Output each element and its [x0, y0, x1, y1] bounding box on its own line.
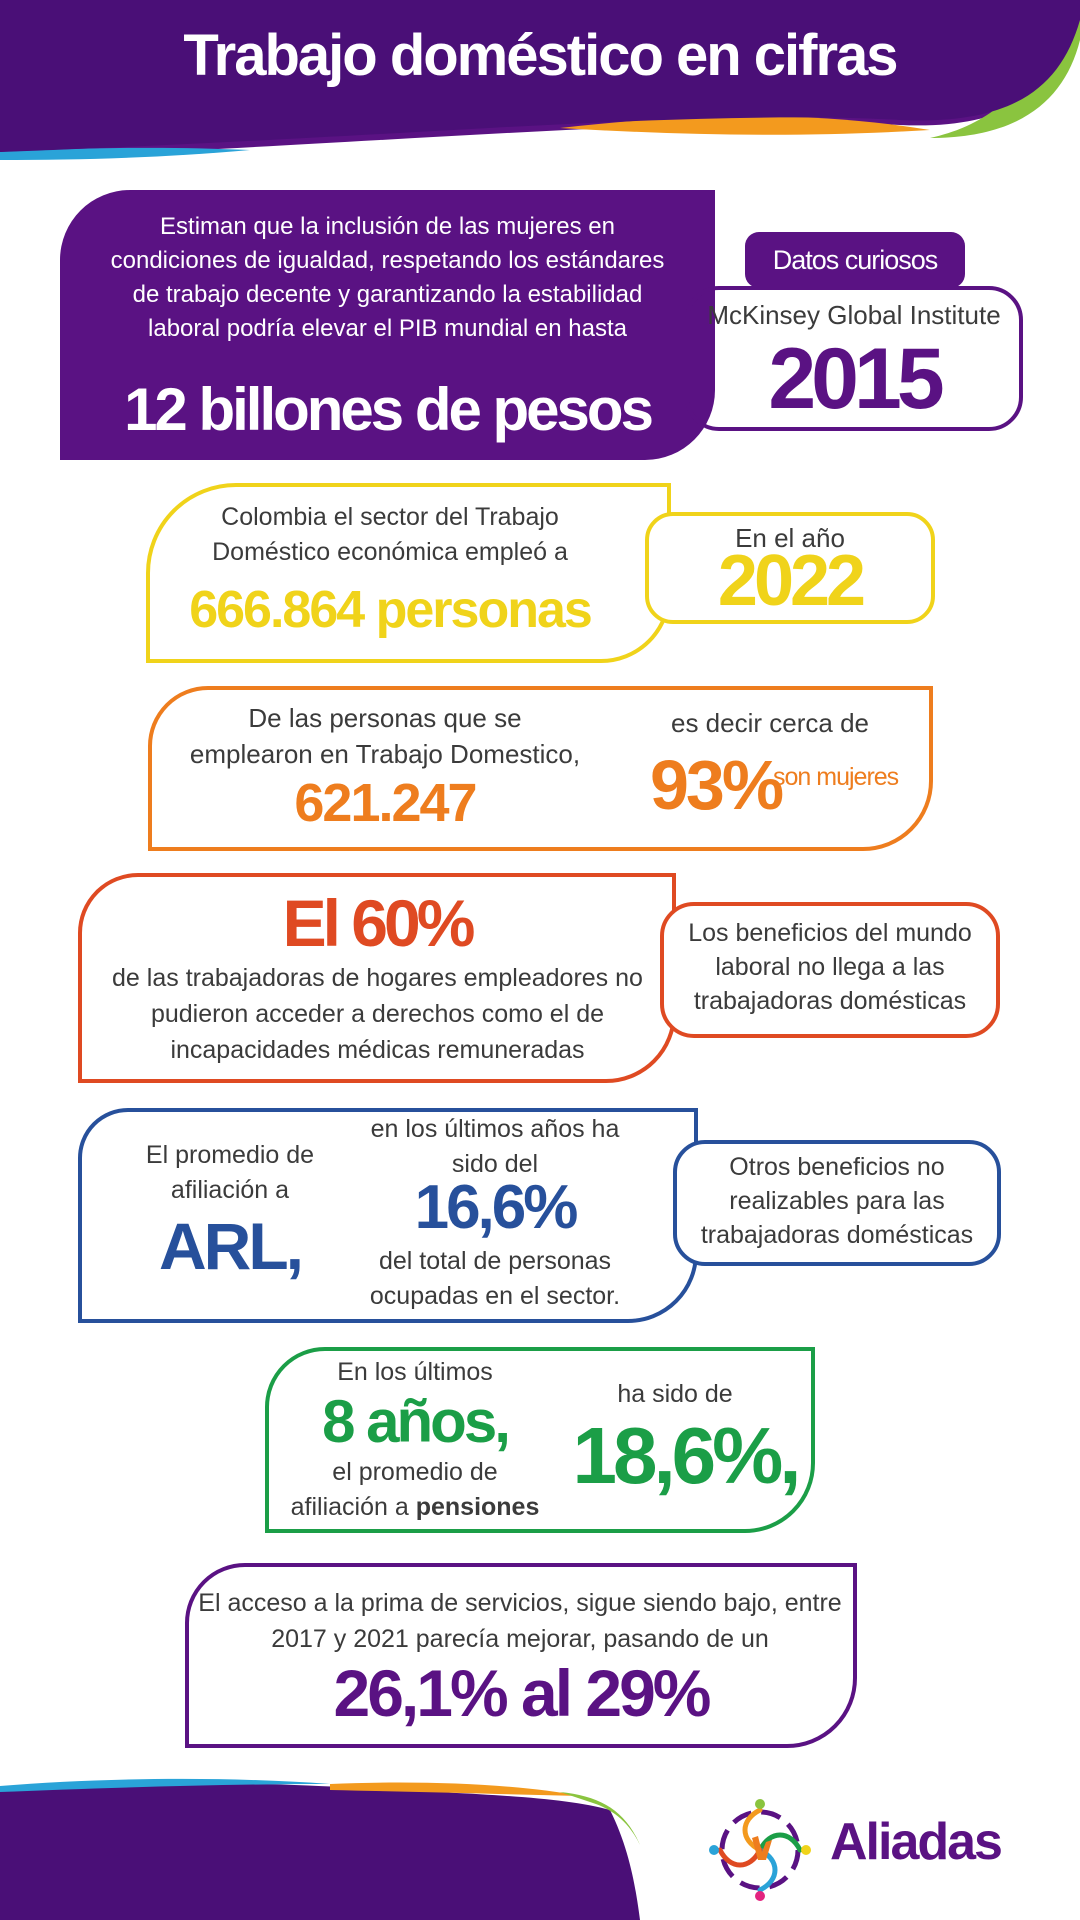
employment-text: Colombia el sector del Trabajo Doméstico…: [212, 503, 568, 566]
pensions-text3: ha sido de: [617, 1380, 733, 1408]
footer-wave: [0, 1778, 640, 1920]
benefits-text: Los beneficios del mundo laboral no lleg…: [688, 919, 972, 1015]
women-text: De las personas que se emplearon en Trab…: [189, 703, 581, 769]
women-suffix: son mujeres: [773, 763, 899, 791]
other-benefits-box: [673, 1140, 1001, 1266]
curious-source: McKinsey Global Institute: [707, 300, 1001, 330]
arl-top-text: en los últimos años ha sido del: [370, 1115, 620, 1178]
women-count: 621.247: [294, 773, 477, 833]
pensions-percent: 18,6%,: [572, 1411, 801, 1500]
other-benefits-text: Otros beneficios no realizables para las…: [700, 1153, 974, 1249]
women-box: [148, 686, 933, 851]
rights-highlight: El 60%: [282, 886, 476, 960]
arl-left-text: El promedio de afiliación a: [145, 1141, 315, 1204]
aliadas-logo-text: Aliadas: [830, 1813, 1003, 1871]
employment-highlight: 666.864 personas: [189, 581, 593, 639]
header-wave: [0, 0, 1080, 160]
gdp-text: Estiman que la inclusión de las mujeres …: [110, 213, 665, 342]
rights-text: de las trabajadoras de hogares empleador…: [112, 964, 643, 1064]
bonus-highlight: 26,1% al 29%: [333, 1656, 712, 1730]
employment-year: 2022: [717, 541, 866, 621]
pensions-box: [265, 1347, 815, 1533]
arl-highlight: ARL,: [159, 1209, 304, 1283]
pensions-years: 8 años,: [322, 1388, 511, 1455]
arl-bottom-text: del total de personas ocupadas en el sec…: [369, 1247, 621, 1310]
aliadas-logo-icon: [709, 1799, 811, 1901]
pensions-text2-bold: pensiones: [415, 1493, 540, 1521]
pensions-text2-plain: el promedio de afiliación a: [290, 1458, 498, 1521]
pensions-text2: el promedio de afiliación a pensiones: [285, 1455, 545, 1525]
curious-facts-box: [685, 286, 1023, 431]
curious-year: 2015: [768, 331, 944, 427]
women-text2: es decir cerca de: [671, 708, 869, 738]
curious-facts-tab: Datos curiosos: [745, 232, 965, 288]
bonus-box: [185, 1563, 857, 1748]
women-percent: 93%: [650, 746, 784, 824]
employment-year-label: En el año: [735, 523, 845, 553]
bonus-text: El acceso a la prima de servicios, sigue…: [198, 1589, 842, 1653]
gdp-box: [60, 190, 715, 460]
benefits-box: [660, 902, 1000, 1038]
page-title: Trabajo doméstico en cifras: [183, 23, 898, 88]
employment-year-box: [645, 512, 935, 624]
arl-percent: 16,6%: [414, 1173, 579, 1242]
pensions-text1: En los últimos: [337, 1358, 493, 1386]
gdp-highlight: 12 billones de pesos: [124, 376, 654, 443]
